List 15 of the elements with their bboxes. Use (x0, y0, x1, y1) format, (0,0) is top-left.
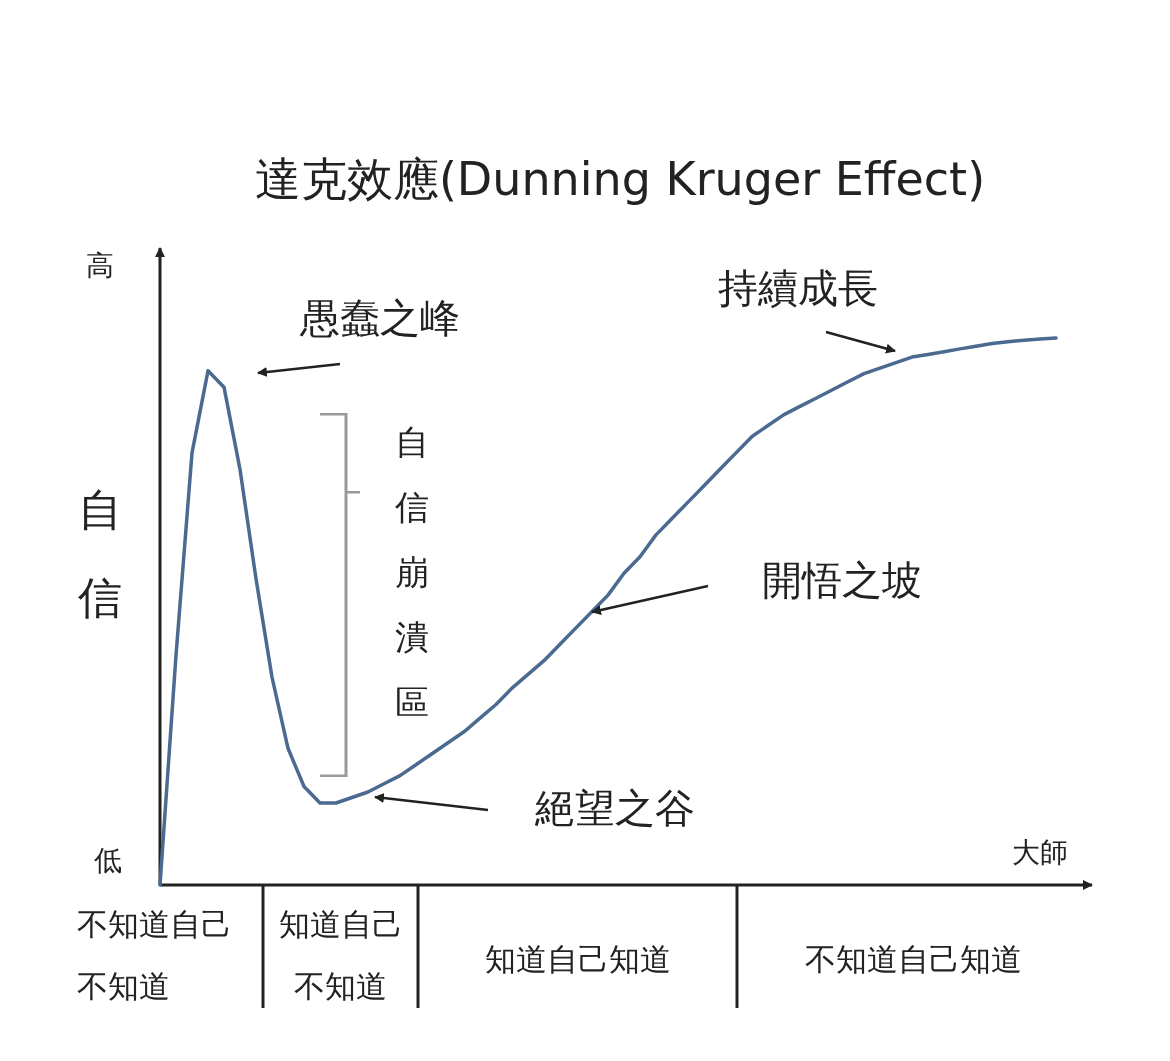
annotation: 絕望之谷 (534, 785, 695, 831)
y-axis-title: 自信 (395, 422, 429, 527)
annotation: 愚蠢之峰 (299, 295, 460, 341)
text: 崩潰區 (395, 552, 429, 722)
text: 知道自己知道 (484, 941, 671, 977)
text: 不知道自己知道 (805, 941, 1022, 977)
text: 高 (86, 249, 114, 282)
text: 低 (94, 844, 122, 877)
text: 持續成長 (718, 265, 878, 311)
chart-title: 達克效應(Dunning Kruger Effect) (254, 152, 986, 206)
annotation: 開悟之坡 (762, 557, 922, 603)
text: 不知道自己不知道 (77, 906, 232, 1004)
x-axis-title: 大師 (1012, 836, 1068, 869)
text: 自信 (78, 484, 122, 623)
text: 知道自己不知道 (278, 906, 403, 1004)
